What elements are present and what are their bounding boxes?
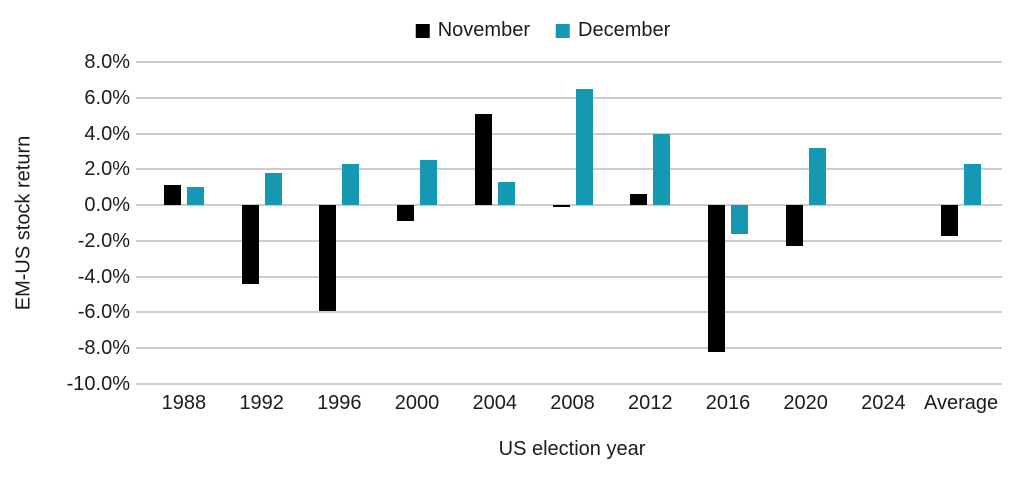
x-axis-tick-label-2016: 2016 bbox=[705, 392, 751, 414]
y-axis-tick-label: -10.0% bbox=[66, 373, 130, 395]
bar-december-2008 bbox=[575, 88, 593, 206]
x-axis-tick-label-2000: 2000 bbox=[394, 392, 440, 414]
bar-november-2012 bbox=[630, 194, 648, 206]
gridline--20 bbox=[136, 239, 1002, 242]
y-axis-tick-label: -2.0% bbox=[77, 229, 130, 252]
gridline-80 bbox=[136, 61, 1002, 63]
x-axis-tick-label-2004: 2004 bbox=[472, 392, 518, 414]
gridline--40 bbox=[136, 275, 1002, 278]
bar-december-1996 bbox=[342, 163, 360, 206]
bar-december-1988 bbox=[186, 187, 204, 206]
bar-december-2020 bbox=[808, 147, 826, 206]
bar-december-2004 bbox=[497, 181, 515, 206]
bar-december-1992 bbox=[264, 172, 282, 206]
bar-november-1988 bbox=[163, 185, 181, 206]
x-axis-tick-label-1988: 1988 bbox=[161, 392, 207, 414]
legend-swatch-december bbox=[556, 23, 570, 38]
bar-november-2000 bbox=[397, 205, 415, 222]
y-axis-tick-label: 0.0% bbox=[84, 194, 130, 217]
x-axis-tick-label-2008: 2008 bbox=[550, 392, 595, 414]
x-axis-tick-label-2024: 2024 bbox=[861, 392, 906, 414]
x-axis-tick-label-2020: 2020 bbox=[783, 392, 828, 414]
x-axis-tick-label-average: Average bbox=[924, 392, 999, 414]
x-axis-tick-label-1992: 1992 bbox=[239, 392, 284, 414]
bar-november-average bbox=[941, 205, 959, 236]
bar-december-average bbox=[964, 163, 982, 206]
bar-december-2012 bbox=[653, 133, 671, 206]
y-axis-tick-label: -8.0% bbox=[77, 337, 130, 360]
legend-label-november: November bbox=[437, 19, 530, 41]
gridline--60 bbox=[136, 311, 1002, 314]
legend-label-december: December bbox=[578, 19, 671, 41]
chart-legend: November December bbox=[415, 19, 670, 42]
y-axis-tick-label: 6.0% bbox=[84, 86, 130, 109]
y-axis-tick-label: -6.0% bbox=[77, 301, 130, 324]
gridline-60 bbox=[136, 96, 1002, 99]
bar-november-1992 bbox=[241, 205, 259, 284]
gridline--100 bbox=[136, 383, 1002, 385]
y-axis-tick-label: -4.0% bbox=[77, 265, 130, 288]
legend-item-november: November bbox=[415, 19, 530, 42]
x-axis-tick-label-1996: 1996 bbox=[317, 392, 362, 414]
x-axis-tick-label-2012: 2012 bbox=[627, 392, 673, 414]
bar-november-2020 bbox=[785, 205, 803, 247]
gridline--80 bbox=[136, 347, 1002, 350]
bar-november-2016 bbox=[707, 205, 725, 352]
bar-december-2016 bbox=[730, 205, 748, 234]
y-axis-tick-label: 2.0% bbox=[84, 158, 130, 181]
y-axis-tick-label: 8.0% bbox=[84, 51, 130, 73]
legend-swatch-november bbox=[415, 23, 430, 38]
x-axis-title: US election year bbox=[498, 438, 646, 460]
bar-november-2008 bbox=[552, 205, 570, 208]
y-axis-tick-label: 4.0% bbox=[84, 122, 130, 145]
bar-november-1996 bbox=[319, 205, 337, 311]
legend-item-december: December bbox=[556, 19, 670, 42]
gridline-20 bbox=[136, 168, 1002, 171]
bar-november-2004 bbox=[474, 113, 492, 206]
gridline-40 bbox=[136, 132, 1002, 135]
bar-december-2000 bbox=[420, 160, 438, 206]
